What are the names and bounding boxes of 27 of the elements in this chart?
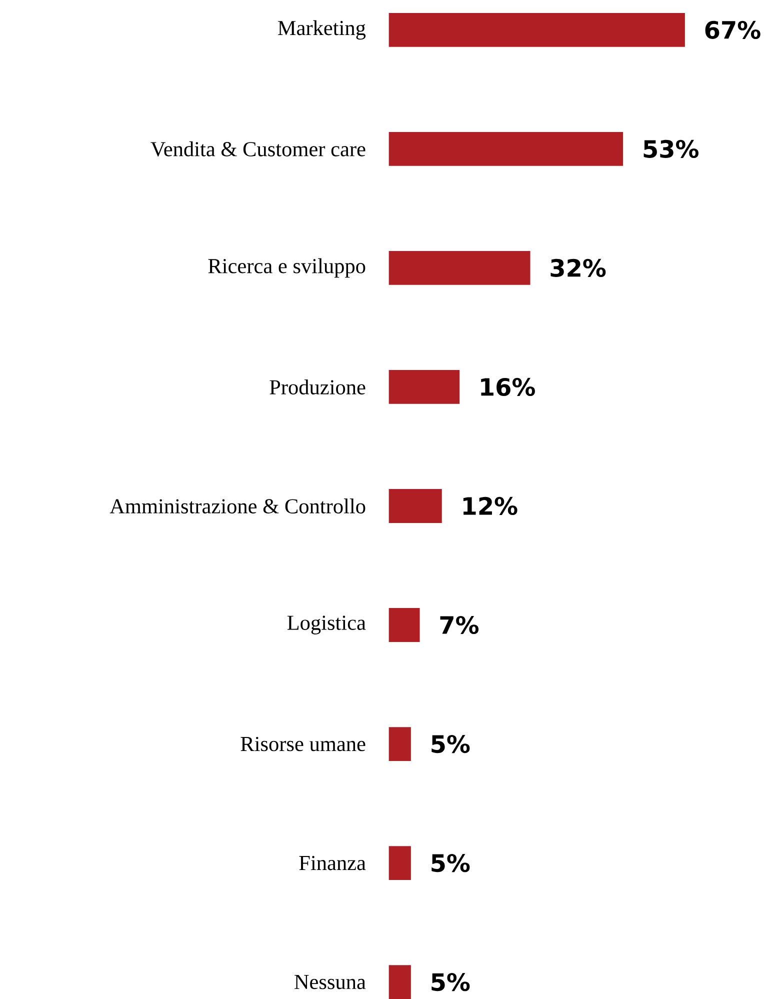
data-label: 16% <box>481 378 536 396</box>
data-label: 32% <box>550 258 606 277</box>
y-tick-label: Risorse umane <box>240 736 366 752</box>
y-tick-label: Marketing <box>278 20 366 40</box>
bar <box>388 965 412 999</box>
bar <box>388 846 412 880</box>
bar <box>388 489 442 523</box>
y-tick-label: Vendita & Customer care <box>150 141 366 156</box>
y-tick-label: Logistica <box>288 616 366 634</box>
data-label: 7% <box>440 616 479 634</box>
y-tick-label: Amministrazione & Controllo <box>110 498 366 514</box>
y-tick-label: Nessuna <box>294 974 366 990</box>
bar <box>388 251 530 285</box>
bar <box>388 370 460 404</box>
bar <box>388 608 420 642</box>
bar <box>388 132 624 166</box>
data-label: 67% <box>705 20 761 39</box>
data-label: 5% <box>432 854 470 872</box>
y-tick-label: Produzione <box>270 379 366 394</box>
y-tick-label: Finanza <box>299 856 366 870</box>
data-label: 12% <box>464 496 518 516</box>
data-label: 53% <box>644 140 699 158</box>
data-label: 5% <box>432 734 470 754</box>
bar <box>388 727 412 761</box>
data-label: 5% <box>432 973 470 992</box>
y-tick-label: Ricerca e sviluppo <box>208 258 366 278</box>
bar <box>388 12 686 47</box>
